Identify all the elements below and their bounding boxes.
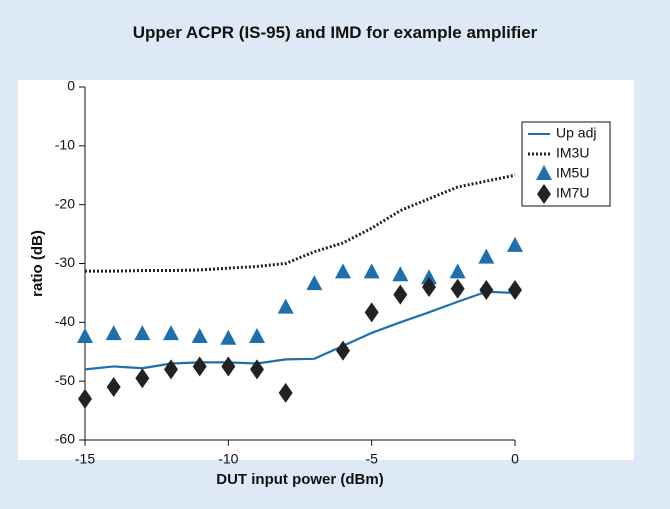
triangle-marker (220, 329, 237, 345)
x-axis-label: DUT input power (dBm) (216, 471, 383, 488)
triangle-marker (449, 263, 466, 279)
y-tick-label: -50 (55, 372, 75, 388)
triangle-marker (277, 298, 294, 314)
triangle-marker (363, 263, 380, 279)
diamond-marker (422, 277, 436, 298)
diamond-marker (508, 279, 522, 300)
triangle-marker (105, 325, 122, 341)
diamond-marker (250, 359, 264, 380)
diamond-marker (336, 340, 350, 361)
chart-title: Upper ACPR (IS-95) and IMD for example a… (132, 23, 538, 42)
diamond-marker (221, 356, 236, 377)
y-tick-label: -30 (55, 254, 75, 270)
triangle-marker (392, 266, 409, 282)
x-tick-label: -5 (365, 451, 378, 467)
diamond-marker (135, 368, 150, 389)
triangle-marker (306, 275, 323, 291)
legend-box (521, 121, 611, 207)
line-series (85, 173, 516, 273)
legend-label: Up adj (556, 125, 596, 141)
x-tick-label: -15 (75, 451, 95, 467)
legend-label: IM3U (556, 145, 589, 161)
triangle-marker (249, 328, 265, 344)
legend-label: IM5U (556, 165, 589, 181)
diamond-marker (192, 356, 207, 377)
y-tick-label: 0 (67, 78, 75, 94)
y-tick-label: -40 (55, 313, 75, 329)
diamond-marker (364, 302, 379, 323)
diamond-marker (106, 377, 121, 398)
y-tick-label: -60 (55, 431, 75, 447)
diamond-marker (393, 284, 408, 305)
x-tick-label: 0 (511, 451, 519, 467)
legend-marker (536, 165, 552, 180)
triangle-marker (163, 325, 179, 341)
triangle-marker (478, 248, 495, 264)
legend-marker (537, 184, 551, 204)
diamond-marker (78, 388, 92, 409)
triangle-marker (134, 325, 151, 341)
diamond-marker (479, 279, 494, 300)
diamond-marker (450, 278, 465, 299)
y-axis-label: ratio (dB) (29, 230, 46, 297)
triangle-marker (507, 236, 523, 252)
diamond-marker (278, 382, 293, 403)
y-tick-label: -20 (55, 195, 75, 211)
triangle-marker (421, 269, 437, 285)
line-series (84, 290, 516, 371)
diamond-marker (164, 359, 178, 380)
triangle-marker (191, 328, 208, 344)
legend-label: IM7U (556, 185, 589, 201)
y-tick-label: -10 (55, 137, 75, 153)
triangle-marker (335, 263, 351, 279)
x-tick-label: -10 (218, 451, 238, 467)
triangle-marker (77, 328, 93, 344)
